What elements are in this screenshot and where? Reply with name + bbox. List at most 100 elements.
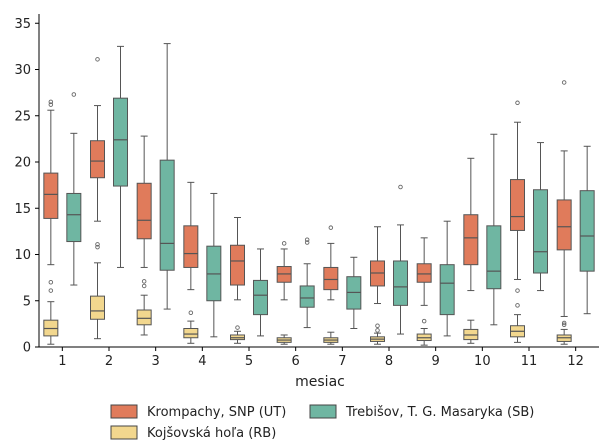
- y-tick-label: 20: [14, 156, 31, 171]
- box-trebisov-11: [533, 142, 548, 292]
- outlier-point: [48, 99, 54, 105]
- box-trebisov-4: [206, 192, 222, 338]
- outlier-point: [141, 283, 147, 289]
- box-iqr: [393, 260, 408, 306]
- box-iqr: [463, 214, 479, 266]
- y-tick-label: 25: [14, 109, 31, 124]
- x-tick-label: 11: [521, 354, 538, 369]
- x-tick-label: 7: [338, 354, 346, 369]
- box-krompachy-7: [323, 225, 339, 301]
- outlier-point: [515, 303, 520, 308]
- box-trebisov-5: [253, 248, 268, 337]
- box-iqr: [486, 225, 502, 290]
- outlier-point: [304, 237, 310, 242]
- outlier-point: [561, 320, 567, 326]
- x-tick-label: 8: [385, 354, 393, 369]
- box-trebisov-1: [66, 92, 82, 286]
- outlier-point: [95, 57, 100, 62]
- box-trebisov-2: [113, 45, 128, 268]
- box-iqr: [136, 182, 152, 240]
- box-krompachy-8: [370, 226, 385, 305]
- legend-swatch-trebisov: [309, 404, 337, 419]
- box-iqr: [579, 190, 595, 272]
- box-iqr: [416, 263, 432, 283]
- x-tick-label: 10: [474, 354, 491, 369]
- box-iqr: [510, 179, 525, 231]
- box-iqr: [230, 244, 245, 286]
- box-trebisov-10: [486, 133, 502, 326]
- box-iqr: [183, 225, 199, 268]
- box-krompachy-12: [556, 80, 572, 317]
- x-tick-label: 4: [198, 354, 206, 369]
- legend: Krompachy, SNP (UT) Trebišov, T. G. Masa…: [110, 404, 534, 441]
- box-iqr: [159, 159, 175, 271]
- outlier-point: [281, 241, 287, 246]
- box-kojsovska-7: [323, 331, 339, 345]
- box-kojsovska-1: [43, 280, 59, 345]
- outlier-point: [95, 242, 100, 247]
- outlier-point: [188, 310, 194, 316]
- box-krompachy-3: [136, 135, 152, 268]
- box-iqr: [299, 285, 315, 308]
- x-axis-label: mesiac: [295, 374, 345, 390]
- outlier-point: [48, 288, 54, 293]
- box-trebisov-9: [439, 220, 455, 337]
- y-tick-label: 0: [23, 341, 31, 356]
- box-trebisov-8: [393, 184, 408, 335]
- outlier-point: [48, 280, 54, 285]
- y-tick-label: 35: [14, 17, 31, 32]
- box-krompachy-2: [90, 57, 105, 250]
- outlier-point: [71, 92, 77, 97]
- box-krompachy-6: [276, 241, 292, 301]
- y-tick-label: 5: [23, 294, 31, 309]
- box-trebisov-3: [159, 43, 175, 310]
- outlier-point: [561, 322, 567, 328]
- x-tick-label: 1: [58, 354, 66, 369]
- box-iqr: [533, 189, 548, 274]
- box-iqr: [136, 309, 152, 326]
- y-tick-label: 15: [14, 202, 31, 217]
- legend-label-trebisov: Trebišov, T. G. Masaryka (SB): [345, 405, 534, 420]
- x-tick-label: 9: [432, 354, 440, 369]
- legend-label-krompachy: Krompachy, SNP (UT): [147, 405, 286, 420]
- box-iqr: [43, 172, 59, 219]
- outlier-point: [48, 102, 54, 107]
- x-tick-label: 12: [567, 354, 584, 369]
- outlier-point: [375, 323, 380, 328]
- box-iqr: [90, 140, 105, 179]
- x-tick-label: 3: [152, 354, 160, 369]
- box-krompachy-11: [510, 100, 525, 280]
- box-krompachy-10: [463, 157, 479, 292]
- x-tick-label: 5: [245, 354, 253, 369]
- plot-area: [43, 43, 595, 346]
- outlier-point: [515, 100, 520, 106]
- outlier-point: [421, 318, 427, 324]
- box-trebisov-6: [299, 237, 315, 329]
- y-tick-label: 10: [14, 248, 31, 263]
- legend-swatch-krompachy: [110, 404, 138, 419]
- outlier-point: [561, 80, 567, 85]
- box-krompachy-9: [416, 237, 432, 306]
- box-iqr: [90, 295, 105, 320]
- box-iqr: [113, 97, 128, 187]
- box-krompachy-4: [183, 181, 199, 291]
- outlier-point: [141, 279, 147, 284]
- outlier-point: [95, 244, 100, 250]
- box-iqr: [323, 266, 339, 291]
- box-iqr: [183, 328, 199, 339]
- box-iqr: [66, 192, 82, 243]
- x-tick-label: 6: [292, 354, 300, 369]
- legend-label-kojsovska: Kojšovská hoľa (RB): [147, 426, 276, 440]
- box-kojsovska-11: [510, 288, 525, 343]
- box-kojsovska-4: [183, 310, 199, 344]
- outlier-point: [235, 325, 240, 330]
- box-krompachy-5: [230, 217, 245, 301]
- box-kojsovska-5: [230, 325, 245, 344]
- box-kojsovska-12: [556, 320, 572, 345]
- box-krompachy-1: [43, 99, 59, 266]
- box-kojsovska-9: [416, 318, 432, 346]
- box-kojsovska-3: [136, 279, 152, 336]
